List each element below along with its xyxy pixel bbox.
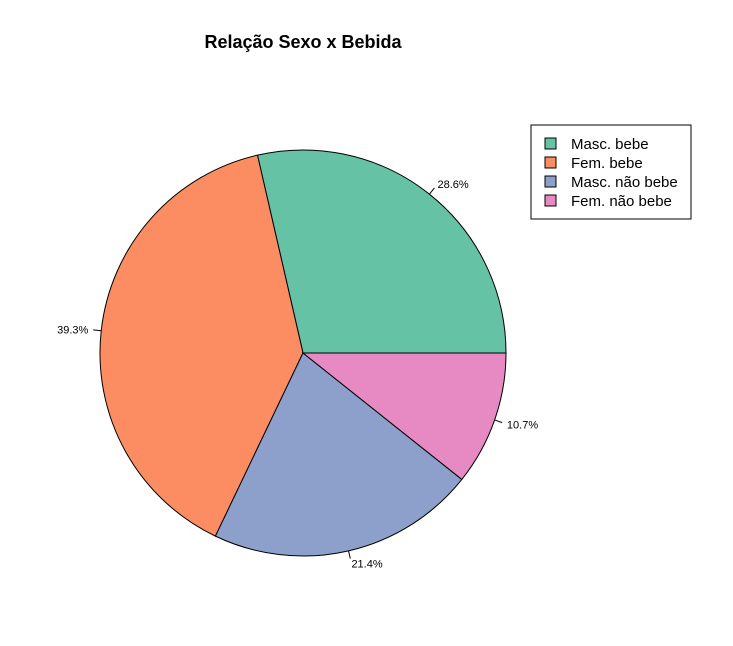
pie-slice-2 [99, 154, 304, 537]
chart-title: Relação Sexo x Bebida [204, 32, 402, 52]
pie-label-tick-1 [429, 187, 435, 195]
pie-labels: 28.6% 39.3% 21.4% 10.7% [57, 179, 538, 571]
pie-label-3: 21.4% [351, 559, 382, 571]
pie-label-tick-4 [494, 419, 503, 424]
pie-label-1: 28.6% [438, 179, 469, 191]
pie-label-4: 10.7% [507, 419, 538, 431]
pie-slices [99, 149, 507, 557]
legend-label-3: Masc. não bebe [571, 174, 678, 191]
pie-slice-3 [214, 352, 463, 557]
legend-box [530, 124, 692, 220]
legend-label-4: Fem. não bebe [571, 193, 672, 210]
legend-swatch-3 [544, 175, 557, 188]
pie-label-2: 39.3% [57, 324, 88, 336]
pie-label-tick-2 [93, 329, 102, 332]
pie-slice-1 [256, 149, 507, 354]
legend-label-2: Fem. bebe [571, 155, 643, 172]
legend-swatch-1 [544, 137, 557, 150]
legend-swatch-2 [544, 156, 557, 169]
pie-label-tick-3 [348, 550, 351, 559]
legend-entries: Masc. bebe Fem. bebe Masc. não bebe Fem. nã… [544, 136, 678, 210]
legend-label-1: Masc. bebe [571, 136, 649, 153]
legend: Masc. bebe Fem. bebe Masc. não bebe Fem. nã… [530, 124, 692, 220]
legend-swatch-4 [544, 194, 557, 207]
